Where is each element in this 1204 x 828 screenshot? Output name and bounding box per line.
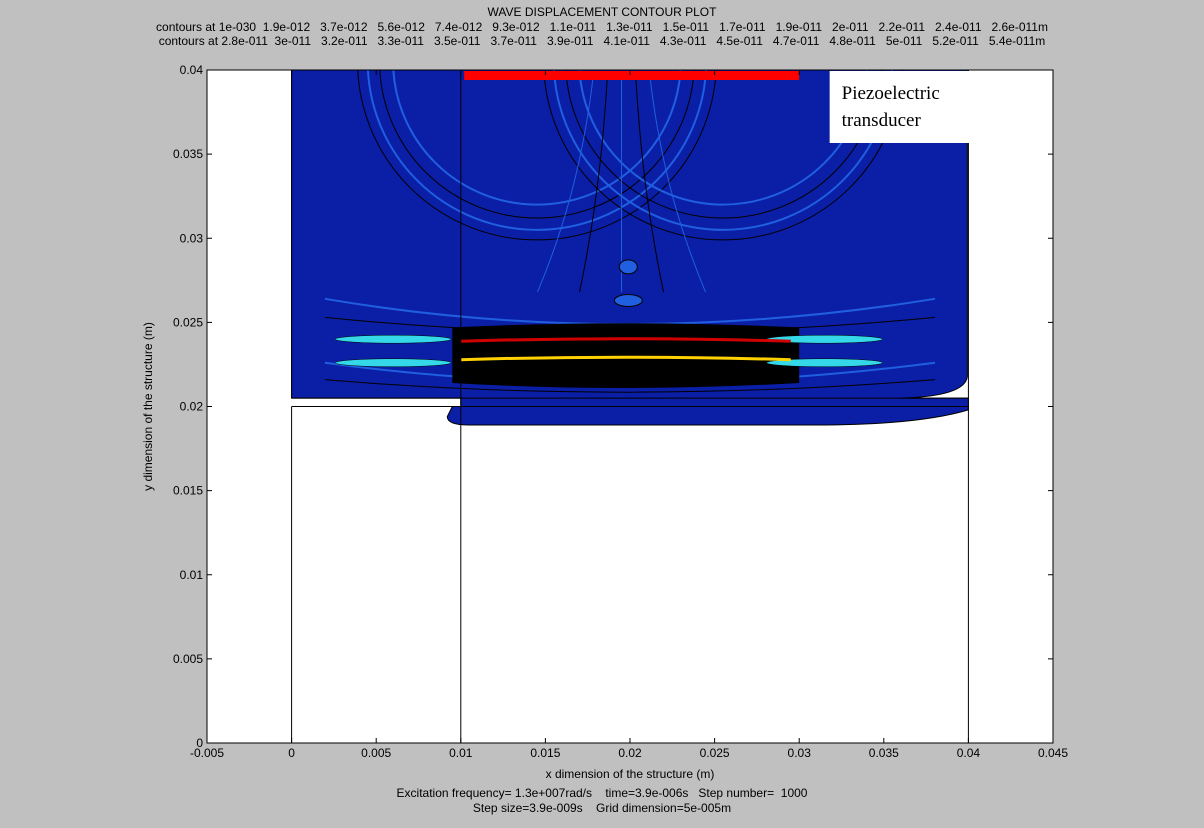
contour-levels-line-1: contours at 1e-030 1.9e-012 3.7e-012 5.6… — [156, 20, 1048, 34]
wavefront-arc-0-2 — [367, 70, 707, 231]
y-axis: 0 0.005 0.01 0.015 0.02 0.025 0.03 0.035 0.04 — [173, 63, 1053, 750]
wavefront-core — [452, 323, 800, 388]
wavefront-red — [460, 337, 791, 343]
interference-line-0 — [537, 73, 595, 293]
x-tick-label: 0.04 — [957, 746, 981, 760]
x-tick-label: -0.005 — [190, 746, 224, 760]
wavefront-arc-0-1 — [379, 70, 695, 219]
displacement-field — [291, 70, 969, 426]
x-tick-label: 0.01 — [449, 746, 473, 760]
contour-levels-line-2: contours at 2.8e-011 3e-011 3.2e-011 3.3… — [158, 34, 1046, 48]
footer-parameters-2: Step size=3.9e-009s Grid dimension=5e-00… — [472, 801, 732, 815]
x-tick-label: 0.045 — [1038, 746, 1068, 760]
y-tick-label: 0.005 — [173, 652, 203, 666]
x-tick-label: 0.005 — [361, 746, 391, 760]
interference-node-lower — [613, 294, 643, 308]
y-axis-label: y dimension of the structure (m) — [141, 322, 155, 491]
band-contour-3 — [324, 379, 936, 393]
x-tick-label: 0.015 — [530, 746, 560, 760]
y-tick-label: 0 — [196, 736, 203, 750]
x-tick-label: 0.02 — [618, 746, 642, 760]
y-tick-label: 0.025 — [173, 315, 203, 329]
wavefront-yellow — [460, 355, 791, 362]
y-tick-label: 0.04 — [180, 63, 204, 77]
structure-outline — [291, 70, 969, 743]
fringe-3 — [766, 358, 883, 368]
y-tick-label: 0.02 — [180, 400, 204, 414]
wavefront-arc-1-1 — [565, 70, 881, 219]
fringe-0 — [334, 334, 452, 344]
transducer-annotation: Piezoelectric transducer — [829, 71, 970, 143]
transducer-bar — [464, 71, 800, 80]
wavefront-arc-1-2 — [553, 70, 893, 231]
footer-parameters-1: Excitation frequency= 1.3e+007rad/s time… — [396, 786, 808, 800]
wavefront-arc-1-3 — [543, 70, 903, 241]
y-tick-label: 0.01 — [180, 568, 204, 582]
wavefront-arc-0-3 — [357, 70, 717, 241]
y-tick-label: 0.015 — [173, 484, 203, 498]
x-tick-label: 0.025 — [700, 746, 730, 760]
y-tick-label: 0.035 — [173, 147, 203, 161]
x-tick-label: 0 — [288, 746, 295, 760]
annotation-line-2: transducer — [842, 110, 922, 131]
chart-title: WAVE DISPLACEMENT CONTOUR PLOT — [487, 5, 717, 19]
annotation-line-1: Piezoelectric — [842, 83, 940, 104]
y-tick-label: 0.03 — [180, 231, 204, 245]
fringe-2 — [334, 358, 452, 368]
wavefront-arc-0-0 — [392, 70, 682, 206]
x-axis-label: x dimension of the structure (m) — [546, 767, 715, 781]
interference-line-3 — [635, 73, 665, 293]
interference-line-4 — [649, 73, 707, 293]
interference-node — [618, 259, 638, 275]
x-tick-label: 0.03 — [788, 746, 812, 760]
transducer-overlay — [464, 71, 800, 80]
x-tick-label: 0.035 — [869, 746, 899, 760]
wavefront-arc-1-0 — [578, 70, 868, 206]
interference-line-1 — [579, 73, 609, 293]
